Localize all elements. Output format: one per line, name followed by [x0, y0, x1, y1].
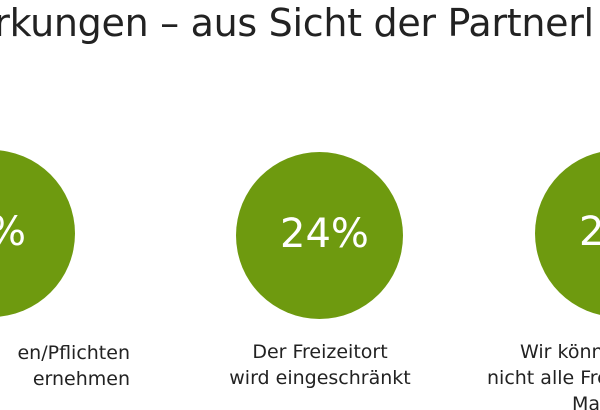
stat-caption-2-line-1: Der Freizeitort: [252, 341, 388, 363]
stat-percent-1: %: [0, 212, 26, 252]
stat-caption-1-line-2: ernehmen: [32, 368, 130, 390]
stat-caption-3-line-3: Ma: [572, 393, 600, 410]
stat-caption-3: Wir könn nicht alle Fre Ma: [480, 339, 600, 410]
slide-title: irkungen – aus Sicht der Partnerl: [0, 1, 594, 45]
stat-caption-2: Der Freizeitort wird eingeschränkt: [198, 339, 442, 391]
stat-caption-2-line-2: wird eingeschränkt: [229, 367, 411, 389]
stat-caption-1: en/Pflichten ernehmen: [0, 340, 130, 392]
stat-percent-3: 2: [579, 209, 600, 255]
stat-caption-1-line-1: en/Pflichten: [17, 342, 130, 364]
stat-caption-3-line-2: nicht alle Fre: [487, 367, 600, 389]
stat-percent-2: 24%: [280, 211, 369, 257]
stat-circle-2: [236, 152, 403, 319]
stat-caption-3-line-1: Wir könn: [520, 341, 600, 363]
